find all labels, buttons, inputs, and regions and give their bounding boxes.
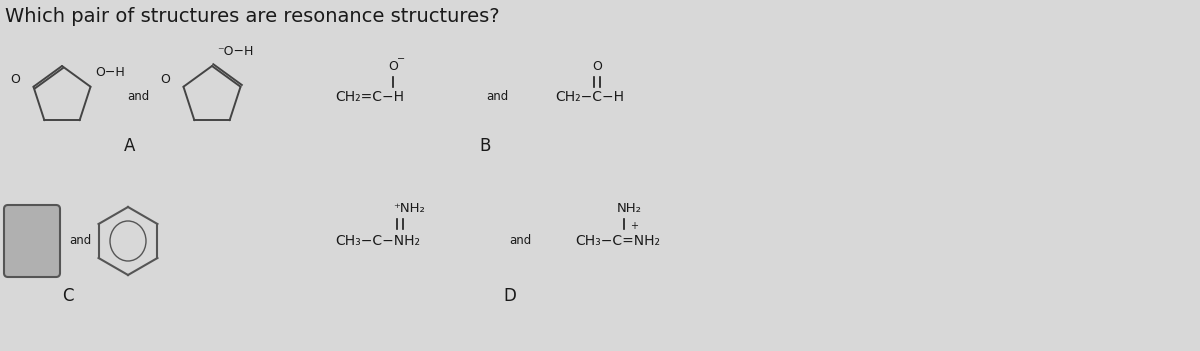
Text: −: − (397, 54, 406, 64)
Text: O: O (388, 60, 398, 73)
FancyBboxPatch shape (4, 205, 60, 277)
Text: A: A (125, 137, 136, 155)
Text: O: O (161, 73, 170, 86)
Text: and: and (486, 91, 508, 104)
Text: ⁺NH₂: ⁺NH₂ (394, 203, 425, 216)
Text: O: O (11, 73, 20, 86)
Text: CH₃−C=NH₂: CH₃−C=NH₂ (575, 234, 660, 248)
Text: CH₃−C−NH₂: CH₃−C−NH₂ (335, 234, 420, 248)
Text: and: and (68, 234, 91, 247)
Text: ⁻O−H: ⁻O−H (217, 45, 253, 58)
Text: B: B (479, 137, 491, 155)
Text: NH₂: NH₂ (617, 203, 642, 216)
Text: and: and (127, 90, 149, 102)
Text: O: O (592, 60, 602, 73)
Text: CH₂=C−H: CH₂=C−H (335, 90, 404, 104)
Text: CH₂−C−H: CH₂−C−H (556, 90, 624, 104)
Text: C: C (62, 287, 73, 305)
Text: D: D (504, 287, 516, 305)
Text: O−H: O−H (96, 66, 125, 79)
Text: and: and (509, 234, 532, 247)
Text: Which pair of structures are resonance structures?: Which pair of structures are resonance s… (5, 7, 499, 26)
Text: +: + (630, 221, 638, 231)
